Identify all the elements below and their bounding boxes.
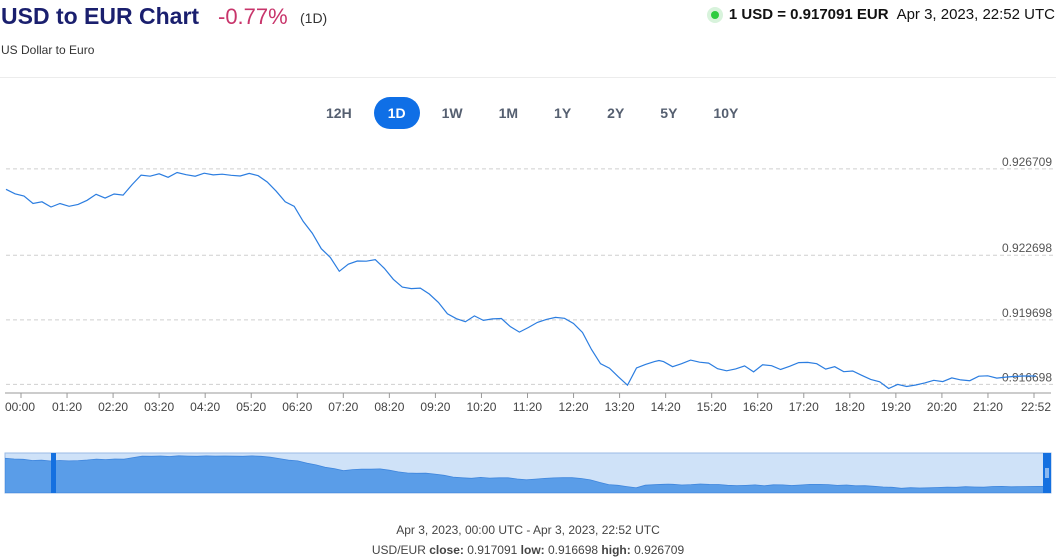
chart-header: USD to EUR Chart -0.77% (1D) US Dollar t… — [0, 0, 1056, 76]
range-button-1y[interactable]: 1Y — [554, 105, 572, 121]
close-label: close: — [429, 543, 464, 557]
x-tick-label: 13:20 — [605, 400, 635, 414]
series-line — [5, 171, 1036, 390]
date-range: Apr 3, 2023, 00:00 UTC - Apr 3, 2023, 22… — [396, 523, 660, 537]
live-indicator-icon — [710, 10, 719, 19]
x-tick-label: 08:20 — [374, 400, 404, 414]
high-value: 0.926709 — [634, 543, 685, 557]
x-tick-label: 19:20 — [881, 400, 911, 414]
range-button-12h[interactable]: 12H — [326, 105, 352, 121]
y-axis-labels: 0.926709 0.922698 0.919698 0.916698 — [1002, 155, 1052, 385]
x-tick-label: 20:20 — [927, 400, 957, 414]
navigator-area — [5, 455, 1051, 493]
x-tick-label: 04:20 — [190, 400, 220, 414]
percent-change: -0.77% — [218, 4, 288, 29]
range-button-1m[interactable]: 1M — [498, 105, 519, 121]
x-tick-label: 18:20 — [835, 400, 865, 414]
range-button-5y[interactable]: 5Y — [660, 105, 678, 121]
range-navigator[interactable] — [4, 452, 1052, 494]
page-title: USD to EUR Chart — [1, 3, 200, 29]
high-label: high: — [601, 543, 631, 557]
rate-value: 1 USD = 0.917091 EUR — [728, 6, 889, 23]
range-button-1w[interactable]: 1W — [441, 105, 463, 121]
rate-timestamp: Apr 3, 2023, 22:52 UTC — [896, 6, 1055, 23]
header-divider — [0, 77, 1056, 78]
pair-label: USD/EUR — [371, 543, 426, 557]
period-label: (1D) — [300, 10, 328, 26]
x-tick-label: 14:20 — [651, 400, 681, 414]
y-tick-label: 0.919698 — [1002, 306, 1052, 320]
x-tick-label: 09:20 — [420, 400, 450, 414]
x-axis-ticks: 00:00 01:20 02:20 03:20 04:20 05:20 06:20 07:20… — [5, 393, 1051, 414]
x-tick-label: 07:20 — [328, 400, 358, 414]
usd-eur-line-chart: 0.926709 0.922698 0.919698 0.916698 00:00 01… — [4, 155, 1056, 494]
x-tick-label: 12:20 — [559, 400, 589, 414]
y-tick-label: 0.916698 — [1002, 370, 1052, 384]
x-tick-label: 11:20 — [513, 400, 542, 414]
navigator-left-handle[interactable] — [51, 453, 56, 493]
x-tick-label: 16:20 — [743, 400, 773, 414]
time-range-selector: 12H 1D 1W 1M 1Y 2Y 5Y 10Y — [312, 97, 760, 129]
y-tick-label: 0.922698 — [1002, 241, 1052, 255]
x-tick-label: 15:20 — [697, 400, 727, 414]
x-tick-label: 10:20 — [466, 400, 496, 414]
x-tick-label: 17:20 — [789, 400, 819, 414]
summary-stats: USD/EUR close: 0.917091 low: 0.916698 hi… — [0, 540, 1056, 560]
low-value: 0.916698 — [548, 543, 599, 557]
range-button-1d[interactable]: 1D — [373, 97, 420, 129]
navigator-right-handle[interactable] — [1043, 453, 1051, 493]
x-tick-label: 03:20 — [144, 400, 174, 414]
x-tick-label: 05:20 — [236, 400, 266, 414]
chart-footer: Apr 3, 2023, 00:00 UTC - Apr 3, 2023, 22… — [0, 520, 1056, 560]
x-tick-label: 21:20 — [973, 400, 1003, 414]
current-rate: 1 USD = 0.917091 EUR Apr 3, 2023, 22:52 … — [710, 6, 1055, 23]
x-tick-label: 06:20 — [282, 400, 312, 414]
y-tick-label: 0.926709 — [1002, 155, 1052, 169]
range-button-10y[interactable]: 10Y — [713, 105, 739, 121]
page-subtitle: US Dollar to Euro — [1, 43, 95, 57]
x-tick-label: 02:20 — [98, 400, 128, 414]
x-tick-label: 00:00 — [5, 400, 35, 414]
low-label: low: — [520, 543, 545, 557]
x-tick-label: 22:52 — [1021, 400, 1051, 414]
range-button-2y[interactable]: 2Y — [607, 105, 625, 121]
x-tick-label: 01:20 — [52, 400, 82, 414]
close-value: 0.917091 — [467, 543, 518, 557]
grid-lines — [6, 168, 1056, 385]
